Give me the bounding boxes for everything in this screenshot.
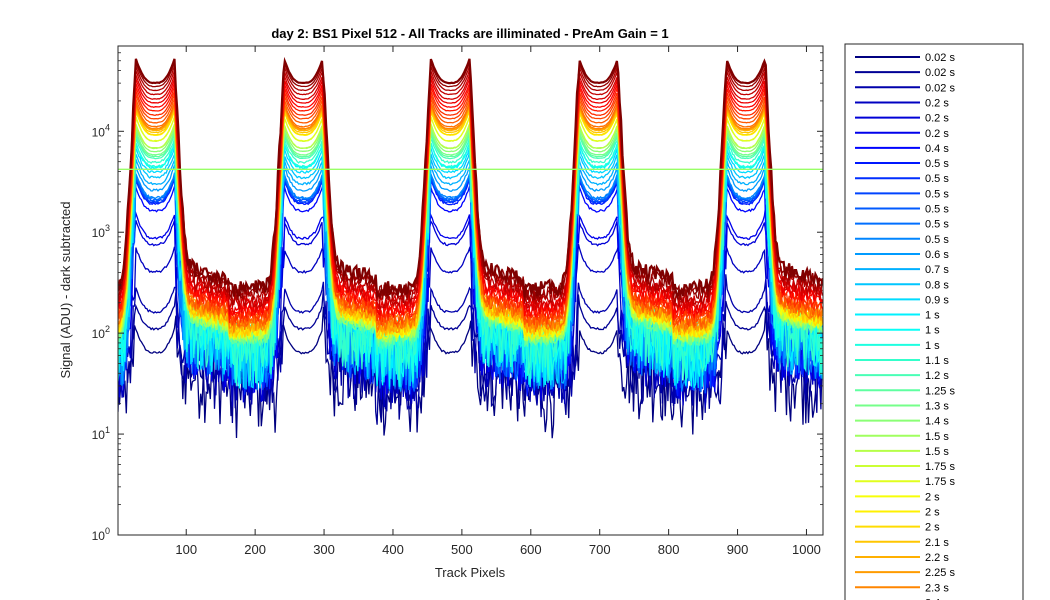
legend-label: 1 s xyxy=(925,310,940,322)
legend-label: 1.75 s xyxy=(925,461,955,473)
x-axis-label: Track Pixels xyxy=(435,565,506,580)
legend-box xyxy=(844,43,1024,600)
legend-label: 0.2 s xyxy=(925,113,949,125)
legend-label: 1.5 s xyxy=(925,446,949,458)
legend-label: 2 s xyxy=(925,507,940,519)
legend-label: 1.3 s xyxy=(925,400,949,412)
y-tick-label: 100 xyxy=(92,526,110,543)
x-tick-label: 400 xyxy=(382,542,404,557)
y-tick-label: 101 xyxy=(92,425,110,442)
legend-label: 0.2 s xyxy=(925,97,949,109)
x-tick-label: 300 xyxy=(313,542,335,557)
legend-label: 1.5 s xyxy=(925,431,949,443)
x-tick-label: 600 xyxy=(520,542,542,557)
legend-label: 2 s xyxy=(925,491,940,503)
y-axis: 100 101 102 103 104 xyxy=(92,45,823,543)
legend-label: 0.9 s xyxy=(925,294,949,306)
legend-label: 1 s xyxy=(925,325,940,337)
legend-label: 0.5 s xyxy=(925,158,949,170)
legend-label: 0.6 s xyxy=(925,249,949,261)
legend-label: 0.02 s xyxy=(925,82,955,94)
legend-label: 0.02 s xyxy=(925,67,955,79)
y-tick-label: 103 xyxy=(92,223,110,240)
legend-label: 1.75 s xyxy=(925,476,955,488)
legend-label: 2.3 s xyxy=(925,582,949,594)
legend-label: 2.1 s xyxy=(925,537,949,549)
legend-label: 1.1 s xyxy=(925,355,949,367)
x-tick-label: 1000 xyxy=(792,542,821,557)
legend-label: 0.5 s xyxy=(925,188,949,200)
legend-label: 2 s xyxy=(925,522,940,534)
legend-label: 0.2 s xyxy=(925,128,949,140)
series-layer xyxy=(118,56,823,439)
legend-label: 0.7 s xyxy=(925,264,949,276)
y-tick-label: 102 xyxy=(92,324,110,341)
legend-label: 2.25 s xyxy=(925,567,955,579)
legend-label: 0.4 s xyxy=(925,143,949,155)
legend-label: 2.2 s xyxy=(925,552,949,564)
legend-label: 0.5 s xyxy=(925,204,949,216)
y-axis-label: Signal (ADU) - dark subtracted xyxy=(58,201,73,378)
series-line xyxy=(118,56,823,301)
x-tick-label: 800 xyxy=(658,542,680,557)
legend-label: 2.4 s xyxy=(925,597,949,600)
legend-label: 0.02 s xyxy=(925,52,955,64)
x-axis: 100 200 300 400 500 600 700 800 900 1000 xyxy=(175,46,821,557)
y-tick-label: 104 xyxy=(92,122,110,139)
legend: 0.02 s 0.02 s 0.02 s 0.2 s 0.2 s 0.2 s 0.4 s 0.… xyxy=(855,52,955,600)
legend-label: 0.5 s xyxy=(925,234,949,246)
x-tick-label: 900 xyxy=(727,542,749,557)
legend-label: 0.8 s xyxy=(925,279,949,291)
x-tick-label: 100 xyxy=(175,542,197,557)
x-tick-label: 700 xyxy=(589,542,611,557)
x-tick-label: 500 xyxy=(451,542,473,557)
chart-title: day 2: BS1 Pixel 512 - All Tracks are il… xyxy=(271,26,668,41)
legend-label: 0.5 s xyxy=(925,173,949,185)
legend-label: 0.5 s xyxy=(925,219,949,231)
legend-label: 1.4 s xyxy=(925,416,949,428)
x-tick-label: 200 xyxy=(244,542,266,557)
plot-frame xyxy=(117,45,824,536)
legend-label: 1.2 s xyxy=(925,370,949,382)
legend-label: 1.25 s xyxy=(925,385,955,397)
legend-label: 1 s xyxy=(925,340,940,352)
